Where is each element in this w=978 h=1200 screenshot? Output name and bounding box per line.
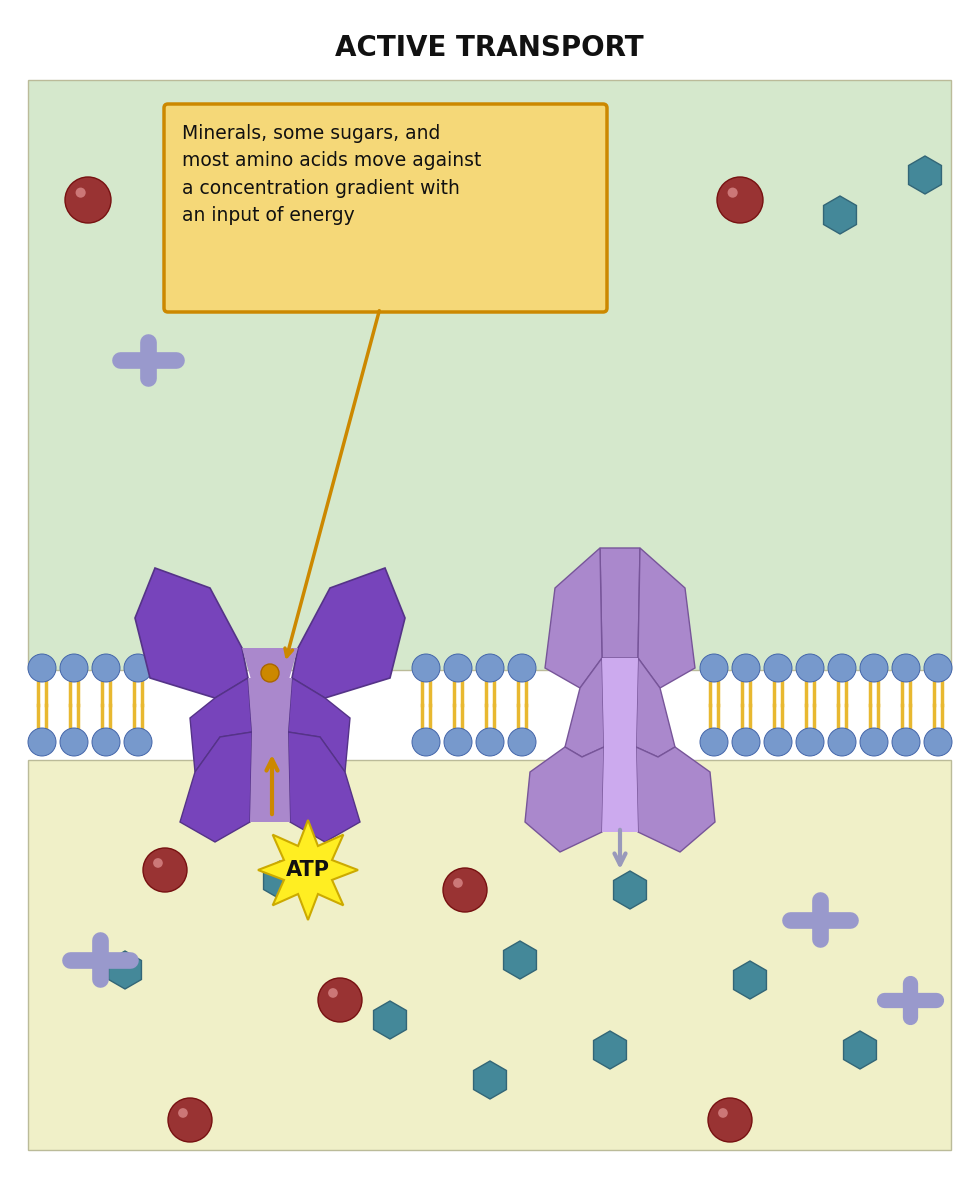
Circle shape [732, 728, 759, 756]
Polygon shape [109, 950, 141, 989]
Circle shape [795, 654, 823, 682]
Polygon shape [374, 1001, 406, 1039]
Circle shape [923, 728, 951, 756]
Polygon shape [247, 678, 291, 732]
Circle shape [65, 178, 111, 223]
Circle shape [827, 654, 855, 682]
Polygon shape [135, 568, 247, 698]
Circle shape [508, 654, 535, 682]
Polygon shape [180, 732, 251, 842]
Circle shape [28, 728, 56, 756]
Circle shape [699, 728, 728, 756]
Circle shape [467, 263, 511, 307]
Circle shape [716, 178, 762, 223]
Text: ATP: ATP [286, 860, 330, 880]
Polygon shape [242, 648, 297, 683]
Circle shape [475, 654, 504, 682]
Polygon shape [503, 941, 536, 979]
Bar [28, 760, 950, 1150]
Circle shape [923, 654, 951, 682]
Polygon shape [190, 678, 251, 772]
Bar [28, 80, 950, 670]
Polygon shape [822, 196, 856, 234]
Text: Minerals, some sugars, and
most amino acids move against
a concentration gradien: Minerals, some sugars, and most amino ac… [182, 124, 481, 224]
Polygon shape [291, 568, 405, 698]
Polygon shape [301, 191, 334, 229]
Polygon shape [601, 658, 638, 746]
Circle shape [827, 728, 855, 756]
Circle shape [453, 878, 463, 888]
Circle shape [763, 728, 791, 756]
Circle shape [699, 654, 728, 682]
Circle shape [178, 1108, 188, 1117]
Circle shape [444, 654, 471, 682]
Polygon shape [288, 678, 350, 772]
Polygon shape [524, 746, 603, 852]
Circle shape [143, 848, 187, 892]
Circle shape [28, 654, 56, 682]
Circle shape [859, 654, 887, 682]
Circle shape [92, 728, 120, 756]
Circle shape [261, 664, 279, 682]
Polygon shape [263, 860, 296, 899]
Circle shape [475, 728, 504, 756]
Polygon shape [545, 548, 601, 688]
Circle shape [318, 978, 362, 1022]
Polygon shape [288, 732, 360, 842]
Circle shape [727, 187, 737, 198]
Circle shape [718, 1108, 727, 1117]
Circle shape [75, 187, 86, 198]
Polygon shape [523, 176, 556, 214]
Polygon shape [613, 871, 645, 908]
Circle shape [60, 728, 88, 756]
Polygon shape [564, 658, 603, 757]
Circle shape [328, 988, 337, 997]
Polygon shape [249, 732, 289, 822]
Circle shape [763, 654, 791, 682]
Polygon shape [733, 961, 766, 998]
Circle shape [443, 868, 486, 912]
Circle shape [891, 728, 919, 756]
Circle shape [795, 728, 823, 756]
Polygon shape [636, 658, 674, 757]
Polygon shape [473, 1061, 506, 1099]
Circle shape [732, 654, 759, 682]
Circle shape [92, 654, 120, 682]
FancyBboxPatch shape [164, 104, 606, 312]
Circle shape [477, 274, 487, 283]
Circle shape [859, 728, 887, 756]
Circle shape [153, 858, 162, 868]
Circle shape [412, 728, 439, 756]
Polygon shape [601, 746, 638, 832]
Circle shape [508, 728, 535, 756]
Text: ACTIVE TRANSPORT: ACTIVE TRANSPORT [334, 34, 644, 62]
Circle shape [60, 654, 88, 682]
Circle shape [444, 728, 471, 756]
Polygon shape [638, 548, 694, 688]
Circle shape [168, 1098, 212, 1142]
Polygon shape [600, 548, 640, 658]
Polygon shape [843, 1031, 875, 1069]
Polygon shape [258, 820, 358, 920]
Polygon shape [908, 156, 941, 194]
Circle shape [707, 1098, 751, 1142]
Circle shape [891, 654, 919, 682]
Circle shape [124, 728, 152, 756]
Polygon shape [636, 746, 714, 852]
Circle shape [412, 654, 439, 682]
Polygon shape [593, 1031, 626, 1069]
Circle shape [124, 654, 152, 682]
